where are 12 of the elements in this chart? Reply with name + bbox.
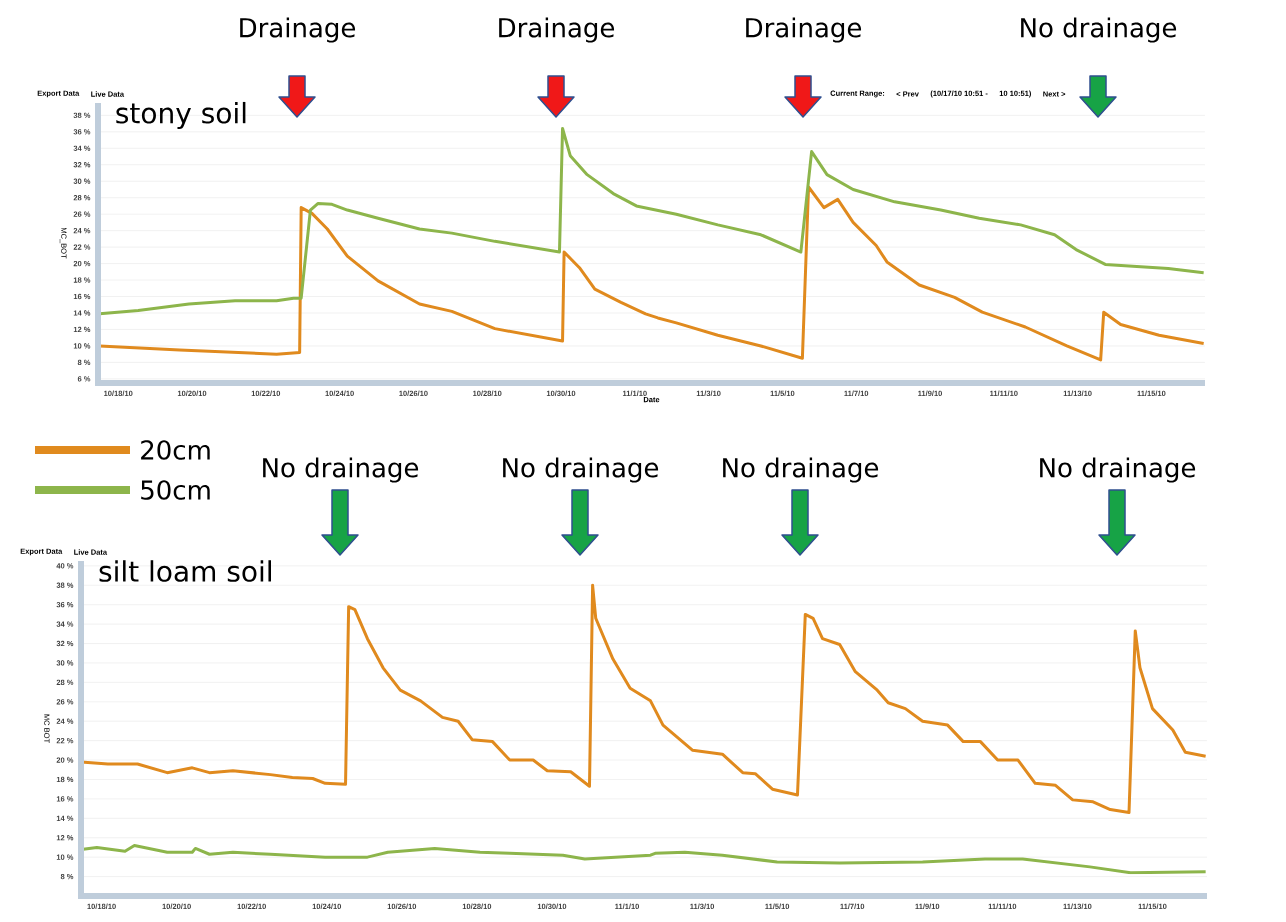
text: Drainage bbox=[240, 17, 356, 43]
text: Drainage bbox=[746, 17, 862, 43]
chart-title: stony soil bbox=[116, 101, 246, 130]
text: No drainage bbox=[1021, 17, 1177, 43]
text: No drainage bbox=[503, 457, 659, 483]
text: No drainage bbox=[263, 457, 419, 483]
legend-label: 20cm bbox=[141, 440, 210, 460]
text: Drainage bbox=[499, 17, 615, 43]
text: No drainage bbox=[1040, 457, 1196, 483]
text: No drainage bbox=[723, 457, 879, 483]
chart-title: silt loam soil bbox=[99, 560, 271, 582]
legend-label: 50cm bbox=[141, 480, 210, 500]
